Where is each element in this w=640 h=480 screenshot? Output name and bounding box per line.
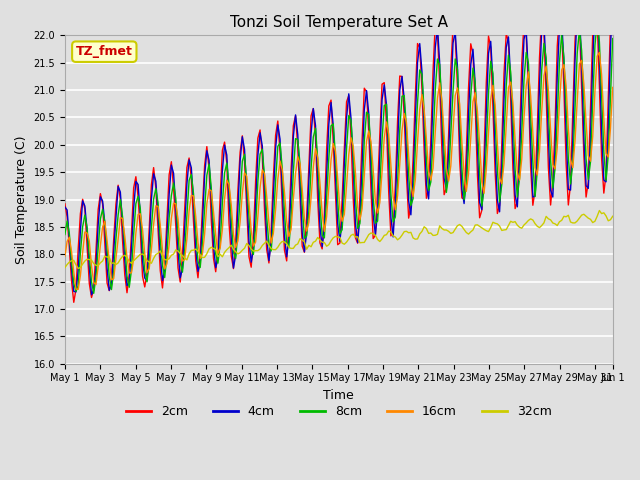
16cm	[540, 73, 548, 79]
8cm	[61, 232, 68, 238]
8cm	[336, 231, 344, 237]
Line: 2cm: 2cm	[65, 0, 612, 302]
Title: Tonzi Soil Temperature Set A: Tonzi Soil Temperature Set A	[230, 15, 448, 30]
16cm	[336, 206, 344, 212]
32cm	[609, 214, 616, 219]
8cm	[518, 130, 525, 135]
16cm	[591, 88, 599, 94]
16cm	[476, 140, 483, 146]
4cm	[88, 292, 95, 298]
32cm	[74, 265, 82, 271]
2cm	[70, 300, 77, 305]
16cm	[74, 287, 82, 292]
Y-axis label: Soil Temperature (C): Soil Temperature (C)	[15, 135, 28, 264]
32cm	[301, 239, 308, 245]
8cm	[591, 42, 599, 48]
X-axis label: Time: Time	[323, 389, 354, 402]
Line: 4cm: 4cm	[65, 0, 612, 295]
2cm	[336, 240, 344, 246]
32cm	[540, 220, 548, 226]
16cm	[61, 253, 68, 259]
2cm	[301, 250, 308, 255]
4cm	[591, 6, 599, 12]
Line: 32cm: 32cm	[65, 211, 612, 268]
32cm	[61, 264, 68, 270]
4cm	[301, 249, 308, 254]
8cm	[301, 235, 308, 241]
2cm	[61, 201, 68, 207]
4cm	[476, 200, 483, 205]
32cm	[596, 208, 604, 214]
16cm	[518, 156, 525, 162]
32cm	[336, 235, 344, 240]
32cm	[591, 218, 599, 224]
32cm	[476, 224, 483, 229]
8cm	[476, 171, 483, 177]
2cm	[476, 215, 483, 221]
Legend: 2cm, 4cm, 8cm, 16cm, 32cm: 2cm, 4cm, 8cm, 16cm, 32cm	[121, 400, 557, 423]
4cm	[540, 21, 548, 26]
16cm	[301, 216, 308, 222]
2cm	[518, 60, 525, 66]
4cm	[336, 239, 344, 244]
16cm	[596, 49, 604, 55]
Line: 8cm: 8cm	[65, 22, 612, 293]
4cm	[518, 90, 525, 96]
Line: 16cm: 16cm	[65, 52, 612, 289]
8cm	[90, 290, 97, 296]
8cm	[593, 19, 601, 24]
4cm	[61, 204, 68, 210]
Text: TZ_fmet: TZ_fmet	[76, 45, 132, 58]
32cm	[518, 225, 525, 231]
2cm	[540, 31, 548, 36]
16cm	[609, 84, 616, 90]
8cm	[540, 40, 548, 46]
8cm	[609, 36, 616, 41]
